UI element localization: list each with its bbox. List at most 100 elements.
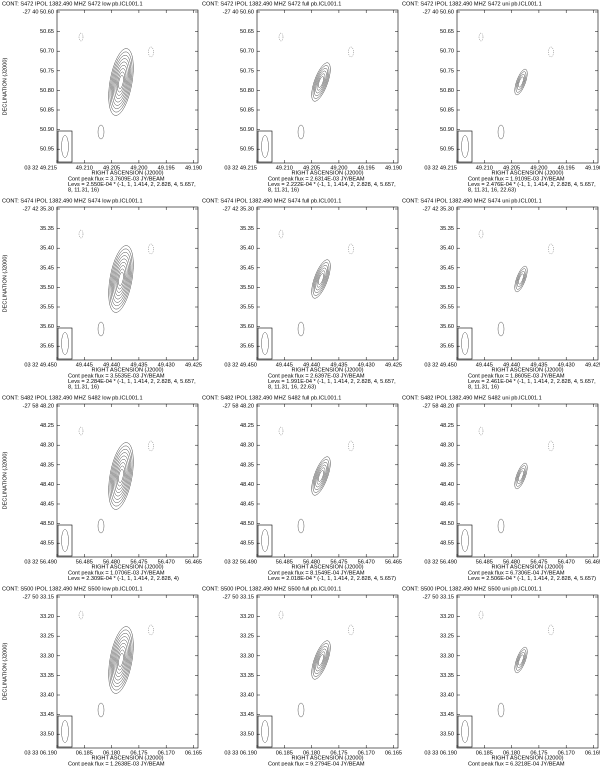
x-tick-label: 06.185 xyxy=(276,750,293,756)
contour xyxy=(112,636,130,684)
x-tick-label: 49.440 xyxy=(303,362,320,368)
x-tick-label: 49.435 xyxy=(330,362,347,368)
contour xyxy=(518,654,524,666)
x-tick-label: 03 32 49.450 xyxy=(24,362,57,368)
contour xyxy=(114,459,128,493)
contour xyxy=(113,639,129,681)
y-tick-label: 50.70 xyxy=(40,49,54,55)
beam xyxy=(61,332,69,355)
beam-box xyxy=(457,524,473,557)
contour xyxy=(316,73,326,91)
contour xyxy=(318,273,324,285)
y-tick-label: 35.45 xyxy=(40,265,54,271)
contour xyxy=(514,68,528,96)
contour xyxy=(497,518,505,534)
x-tick-label: 49.445 xyxy=(476,362,493,368)
y-tick-label: 50.90 xyxy=(440,127,454,133)
x-tick-label: 49.445 xyxy=(76,362,93,368)
peak-flux: Cont peak flux = 1.8605E-03 JY/BEAM xyxy=(468,373,565,379)
panel-header: CONT: S482 IPOL 1382.490 MHZ S482 uni pb… xyxy=(402,395,542,401)
y-tick-label: 33.25 xyxy=(40,634,54,640)
x-tick-label: 03 32 49.215 xyxy=(24,165,57,171)
y-tick-label: 35.35 xyxy=(40,226,54,232)
y-tick-label: -27 58 48.20 xyxy=(23,403,54,409)
y-tick-label: 48.35 xyxy=(440,462,454,468)
panel-header: CONT: S482 IPOL 1382.490 MHZ S482 full p… xyxy=(202,395,341,401)
x-tick-label: 49.205 xyxy=(303,165,320,171)
y-tick-label: -27 42 35.30 xyxy=(223,206,254,212)
y-tick-label: 48.45 xyxy=(240,501,254,507)
panel: CONT: S474 IPOL 1382.490 MHZ S474 uni pb… xyxy=(402,198,600,390)
plot-frame xyxy=(256,9,399,164)
contour xyxy=(311,640,331,680)
x-tick-label: 06.170 xyxy=(358,750,375,756)
peak-flux: Cont peak flux = 8.1549E-04 JY/BEAM xyxy=(268,570,365,576)
panel: CONT: S482 IPOL 1382.490 MHZ S482 uni pb… xyxy=(402,395,600,582)
x-axis-label: RIGHT ASCENSION (J2000) xyxy=(91,367,163,373)
panel-header: CONT: S482 IPOL 1382.490 MHZ S482 low pb… xyxy=(2,395,143,401)
beam-box xyxy=(457,130,473,163)
contour-levels: 8, 11.31, 16) xyxy=(68,384,99,390)
x-tick-label: 06.185 xyxy=(76,750,93,756)
contour-levels: Levs = 1.991E-04 * (-1, 1, 1.414, 2, 2.8… xyxy=(268,379,396,385)
contour-levels: 8, 11.31, 16) xyxy=(68,187,99,193)
contour xyxy=(117,71,125,93)
contour xyxy=(118,75,124,89)
x-axis-label: RIGHT ASCENSION (J2000) xyxy=(491,564,563,570)
contour xyxy=(113,61,129,103)
contour xyxy=(278,229,284,239)
x-tick-label: 56.480 xyxy=(103,559,120,565)
x-axis-label: RIGHT ASCENSION (J2000) xyxy=(91,564,163,570)
contour xyxy=(118,272,124,286)
contour xyxy=(518,273,524,285)
y-tick-label: 48.25 xyxy=(240,423,254,429)
contour xyxy=(78,426,84,436)
x-tick-label: 06.175 xyxy=(530,750,547,756)
x-tick-label: 03 33 06.190 xyxy=(424,750,457,756)
panel: CONT: S472 IPOL 1382.490 MHZ S472 uni pb… xyxy=(402,1,600,193)
contour xyxy=(312,643,330,677)
y-tick-label: 35.35 xyxy=(240,226,254,232)
y-tick-label: 35.60 xyxy=(440,324,454,330)
y-tick-label: 33.20 xyxy=(40,614,54,620)
y-tick-label: -27 40 50.60 xyxy=(223,9,254,15)
x-tick-label: 49.200 xyxy=(330,165,347,171)
contour xyxy=(514,462,528,490)
contour-levels: Levs = 2.461E-04 * (-1, 1, 1.414, 2, 2.8… xyxy=(468,379,596,385)
y-tick-label: -27 50 33.15 xyxy=(223,594,254,600)
y-tick-label: 33.30 xyxy=(240,653,254,659)
panel: CONT: S474 IPOL 1382.490 MHZ S474 low pb… xyxy=(2,198,202,390)
x-tick-label: 49.425 xyxy=(585,362,600,368)
contour-levels: Levs = 2.309E-04 * (-1, 1, 1.414, 2, 2.8… xyxy=(68,576,179,582)
y-tick-label: 33.40 xyxy=(240,692,254,698)
y-tick-label: 48.55 xyxy=(440,541,454,547)
contour xyxy=(517,468,525,484)
y-tick-label: 33.30 xyxy=(40,653,54,659)
beam xyxy=(461,135,469,158)
contour xyxy=(118,469,124,483)
beam xyxy=(61,529,69,552)
contour xyxy=(97,518,105,534)
x-tick-label: 03 32 56.490 xyxy=(424,559,457,565)
contour xyxy=(518,76,524,88)
y-tick-label: 48.35 xyxy=(240,462,254,468)
contour-levels: 8, 11.31, 16, 22.63) xyxy=(268,384,316,390)
y-axis-label: DECLINATION (J2000) xyxy=(2,452,8,510)
beam xyxy=(261,720,269,743)
y-tick-label: 35.50 xyxy=(440,285,454,291)
contour-levels: 8, 11.31, 16) xyxy=(468,384,499,390)
contour-levels: Levs = 2.506E-04 * (-1, 1, 1.414, 2, 2.8… xyxy=(468,576,596,582)
y-tick-label: 50.95 xyxy=(240,147,254,153)
x-tick-label: 49.200 xyxy=(530,165,547,171)
contour xyxy=(318,654,324,666)
contour xyxy=(113,455,129,497)
x-tick-label: 06.180 xyxy=(503,750,520,756)
contour-levels: 8, 11.31, 16, 22.63) xyxy=(468,187,516,193)
x-tick-label: 49.190 xyxy=(185,165,202,171)
beam xyxy=(461,720,469,743)
contour xyxy=(117,649,125,671)
x-tick-label: 49.210 xyxy=(276,165,293,171)
x-tick-label: 49.425 xyxy=(185,362,202,368)
x-tick-label: 06.175 xyxy=(130,750,147,756)
y-tick-label: -27 40 50.60 xyxy=(23,9,54,15)
